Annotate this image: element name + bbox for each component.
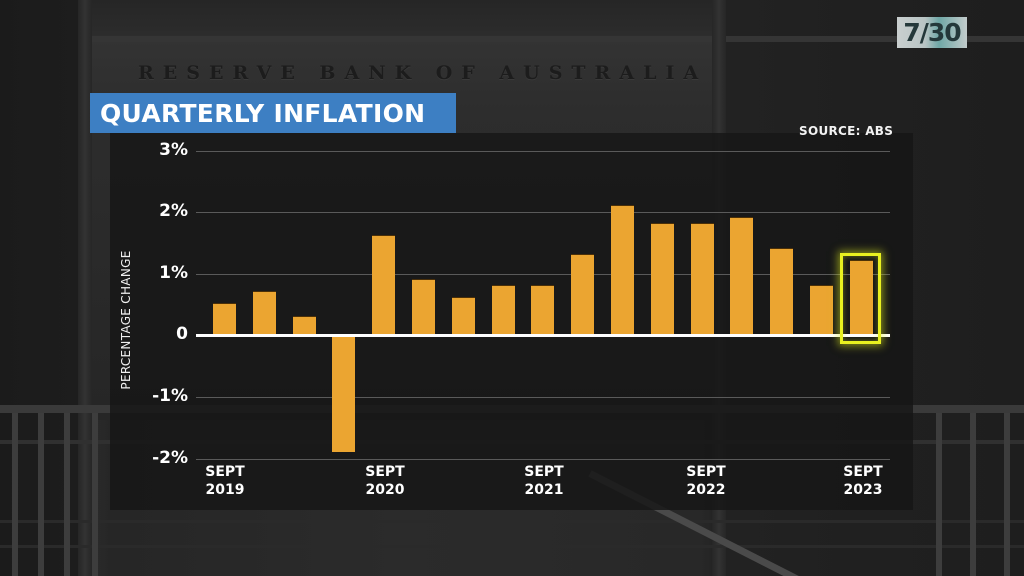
bar xyxy=(849,261,873,335)
x-tick-line2: 2020 xyxy=(365,482,405,498)
x-tick: SEPT 2019 xyxy=(190,463,260,499)
x-tick: SEPT 2020 xyxy=(350,463,420,499)
highlight-box xyxy=(840,253,881,344)
gridline-2 xyxy=(196,212,890,213)
bar xyxy=(491,285,515,335)
gridline-neg1 xyxy=(196,397,890,398)
x-tick: SEPT 2021 xyxy=(509,463,579,499)
building-column xyxy=(78,0,92,576)
bar xyxy=(412,279,435,335)
baluster xyxy=(936,413,942,576)
baluster xyxy=(38,413,44,576)
x-tick-line1: SEPT xyxy=(365,464,405,480)
logo-text: 7/30 xyxy=(903,18,961,47)
y-tick: 2% xyxy=(159,201,188,221)
bar xyxy=(292,316,316,335)
gridline-3 xyxy=(196,151,890,152)
gridline-neg2 xyxy=(196,459,890,460)
y-tick: 1% xyxy=(159,263,188,283)
stair-step xyxy=(0,520,1024,523)
baluster xyxy=(970,413,976,576)
zero-line xyxy=(196,334,890,337)
baluster xyxy=(92,413,98,576)
bar xyxy=(611,205,634,335)
x-tick: SEPT 2022 xyxy=(671,463,741,499)
bar xyxy=(213,304,236,335)
bar xyxy=(770,248,794,335)
baluster xyxy=(12,413,18,576)
bar xyxy=(531,285,555,335)
stair-step xyxy=(0,545,1024,548)
bar xyxy=(332,335,356,453)
program-logo: 7/30 xyxy=(897,17,967,48)
chart-title-banner: QUARTERLY INFLATION xyxy=(90,93,456,133)
bar xyxy=(730,217,754,335)
baluster xyxy=(1004,413,1010,576)
gridline-1 xyxy=(196,274,890,275)
x-tick-line2: 2022 xyxy=(686,482,726,498)
bar xyxy=(650,224,674,335)
x-tick-line2: 2023 xyxy=(843,482,883,498)
building-engraving: RESERVE BANK OF AUSTRALIA xyxy=(138,62,708,84)
x-tick-line1: SEPT xyxy=(686,464,726,480)
x-tick-line1: SEPT xyxy=(205,464,245,480)
y-tick: -1% xyxy=(152,386,188,406)
x-tick-line2: 2019 xyxy=(205,482,245,498)
baluster xyxy=(64,413,70,576)
bar xyxy=(571,254,595,335)
bar xyxy=(451,298,475,335)
bar xyxy=(372,236,396,335)
y-tick: -2% xyxy=(152,448,188,468)
bar xyxy=(810,285,833,335)
y-tick: 3% xyxy=(159,140,188,160)
x-tick: SEPT 2023 xyxy=(828,463,898,499)
x-tick-line2: 2021 xyxy=(524,482,564,498)
source-label: SOURCE: ABS xyxy=(799,124,894,138)
x-tick-line1: SEPT xyxy=(524,464,564,480)
bar xyxy=(252,291,276,335)
x-tick-line1: SEPT xyxy=(843,464,883,480)
building-lintel xyxy=(82,36,1024,42)
y-tick: 0 xyxy=(176,324,188,344)
bar xyxy=(690,224,714,335)
chart-title: QUARTERLY INFLATION xyxy=(100,98,426,128)
